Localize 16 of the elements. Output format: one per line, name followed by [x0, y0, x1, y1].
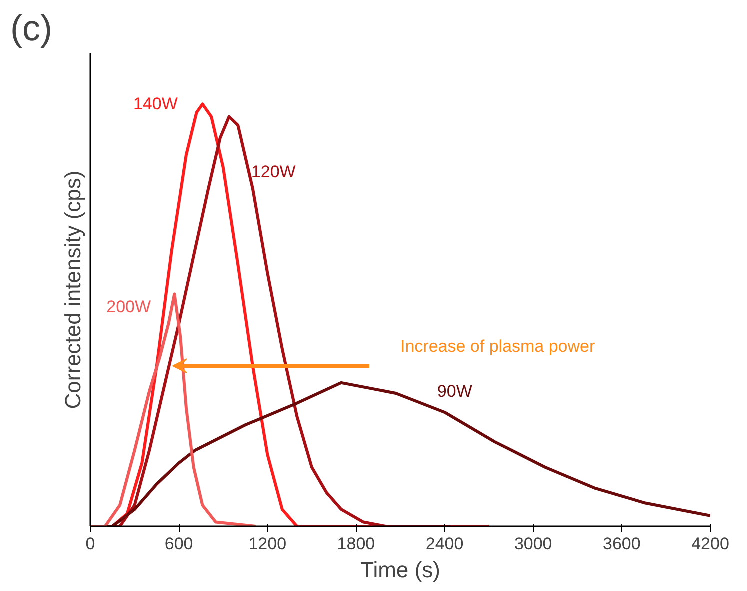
series-label: 200W [106, 297, 152, 316]
x-tick-label: 1200 [248, 534, 287, 554]
x-tick-label: 1800 [337, 534, 376, 554]
text: (c) [10, 8, 52, 48]
x-axis-title: Time (s) [360, 558, 440, 582]
x-tick-label: 600 [164, 534, 194, 554]
annotation: Increase of plasma power [400, 337, 596, 356]
x-tick-label: 3600 [603, 534, 641, 554]
x-tick-label: 3000 [514, 534, 552, 554]
series-label: 90W [437, 382, 472, 401]
x-tick-label: 0 [86, 534, 96, 554]
series-label: 140W [133, 94, 178, 114]
y-axis-title: Corrected intensity (cps) [60, 170, 86, 410]
series-label: 120W [251, 162, 296, 182]
x-tick-label: 2400 [426, 534, 464, 554]
x-tick-label: 4200 [692, 534, 730, 554]
